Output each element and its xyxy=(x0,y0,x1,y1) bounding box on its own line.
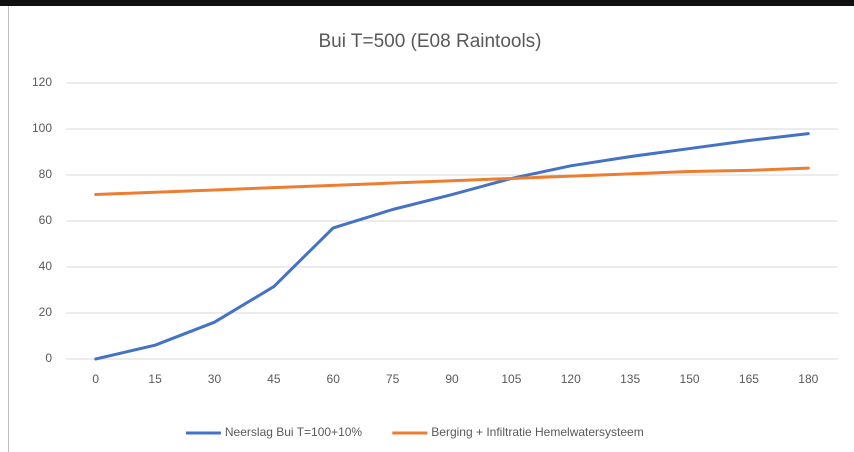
x-tick-label: 30 xyxy=(208,372,222,386)
x-tick-label: 15 xyxy=(148,372,162,386)
x-tick-label: 165 xyxy=(739,372,759,386)
x-tick-label: 180 xyxy=(798,372,818,386)
legend-label: Neerslag Bui T=100+10% xyxy=(225,425,363,439)
y-tick-label: 60 xyxy=(39,213,53,227)
legend-label: Berging + Infiltratie Hemelwatersysteem xyxy=(431,425,643,439)
x-tick-label: 75 xyxy=(386,372,400,386)
y-tick-label: 0 xyxy=(45,351,52,365)
y-tick-label: 40 xyxy=(39,259,53,273)
x-tick-label: 0 xyxy=(92,372,99,386)
x-tick-label: 90 xyxy=(445,372,459,386)
data-line xyxy=(94,132,810,361)
x-tick-label: 105 xyxy=(501,372,521,386)
x-tick-label: 150 xyxy=(680,372,700,386)
y-tick-label: 80 xyxy=(39,167,53,181)
top-strip xyxy=(0,0,854,6)
y-tick-label: 120 xyxy=(32,75,52,89)
x-tick-label: 60 xyxy=(327,372,341,386)
x-tick-label: 135 xyxy=(620,372,640,386)
data-line xyxy=(94,166,810,197)
x-tick-label: 45 xyxy=(267,372,281,386)
chart-title: Bui T=500 (E08 Raintools) xyxy=(318,31,541,52)
y-tick-label: 20 xyxy=(39,305,53,319)
x-tick-label: 120 xyxy=(561,372,581,386)
y-tick-label: 100 xyxy=(32,121,52,135)
